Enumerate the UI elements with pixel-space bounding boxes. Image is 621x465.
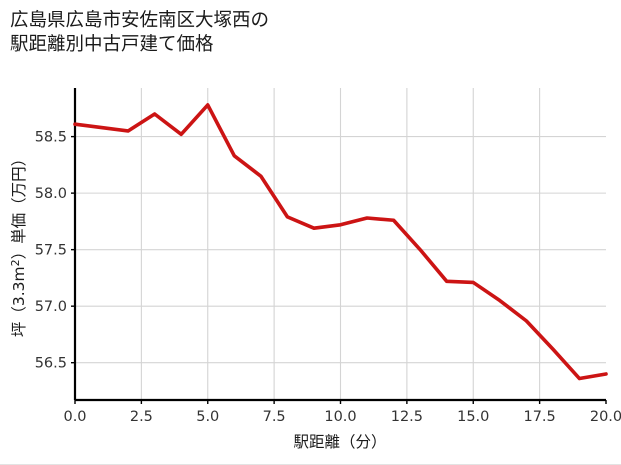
x-tick-label: 15.0	[457, 409, 489, 425]
x-tick-group: 0.0 2.5 5.0 7.5 10.0 12.5 15.0 17.5 20.0	[63, 400, 621, 425]
x-tick-label: 5.0	[196, 409, 219, 425]
x-tick-label: 20.0	[590, 409, 621, 425]
x-tick-label: 7.5	[263, 409, 286, 425]
x-tick-label: 10.0	[324, 409, 356, 425]
x-tick-label: 0.0	[63, 409, 86, 425]
y-tick-label: 58.0	[35, 186, 67, 202]
price-line-series	[73, 103, 608, 381]
y-axis-label: 坪（3.3m2）単価（万円）	[9, 151, 28, 337]
x-tick-label: 17.5	[523, 409, 555, 425]
y-tick-label: 57.5	[35, 243, 67, 259]
y-tick-label: 56.5	[35, 356, 67, 372]
y-tick-label: 58.5	[35, 130, 67, 146]
x-gridlines-group	[140, 88, 541, 400]
x-tick-label: 2.5	[130, 409, 153, 425]
y-tick-group: 56.5 57.0 57.5 58.0 58.5	[35, 130, 75, 372]
svg-text:坪（3.3m2）単価（万円）: 坪（3.3m2）単価（万円）	[9, 151, 28, 337]
y-tick-label: 57.0	[35, 299, 67, 315]
x-axis-label: 駅距離（分）	[293, 433, 386, 451]
chart-title: 広島県広島市安佐南区大塚西の 駅距離別中古戸建て価格	[10, 9, 270, 55]
x-tick-label: 12.5	[391, 409, 423, 425]
